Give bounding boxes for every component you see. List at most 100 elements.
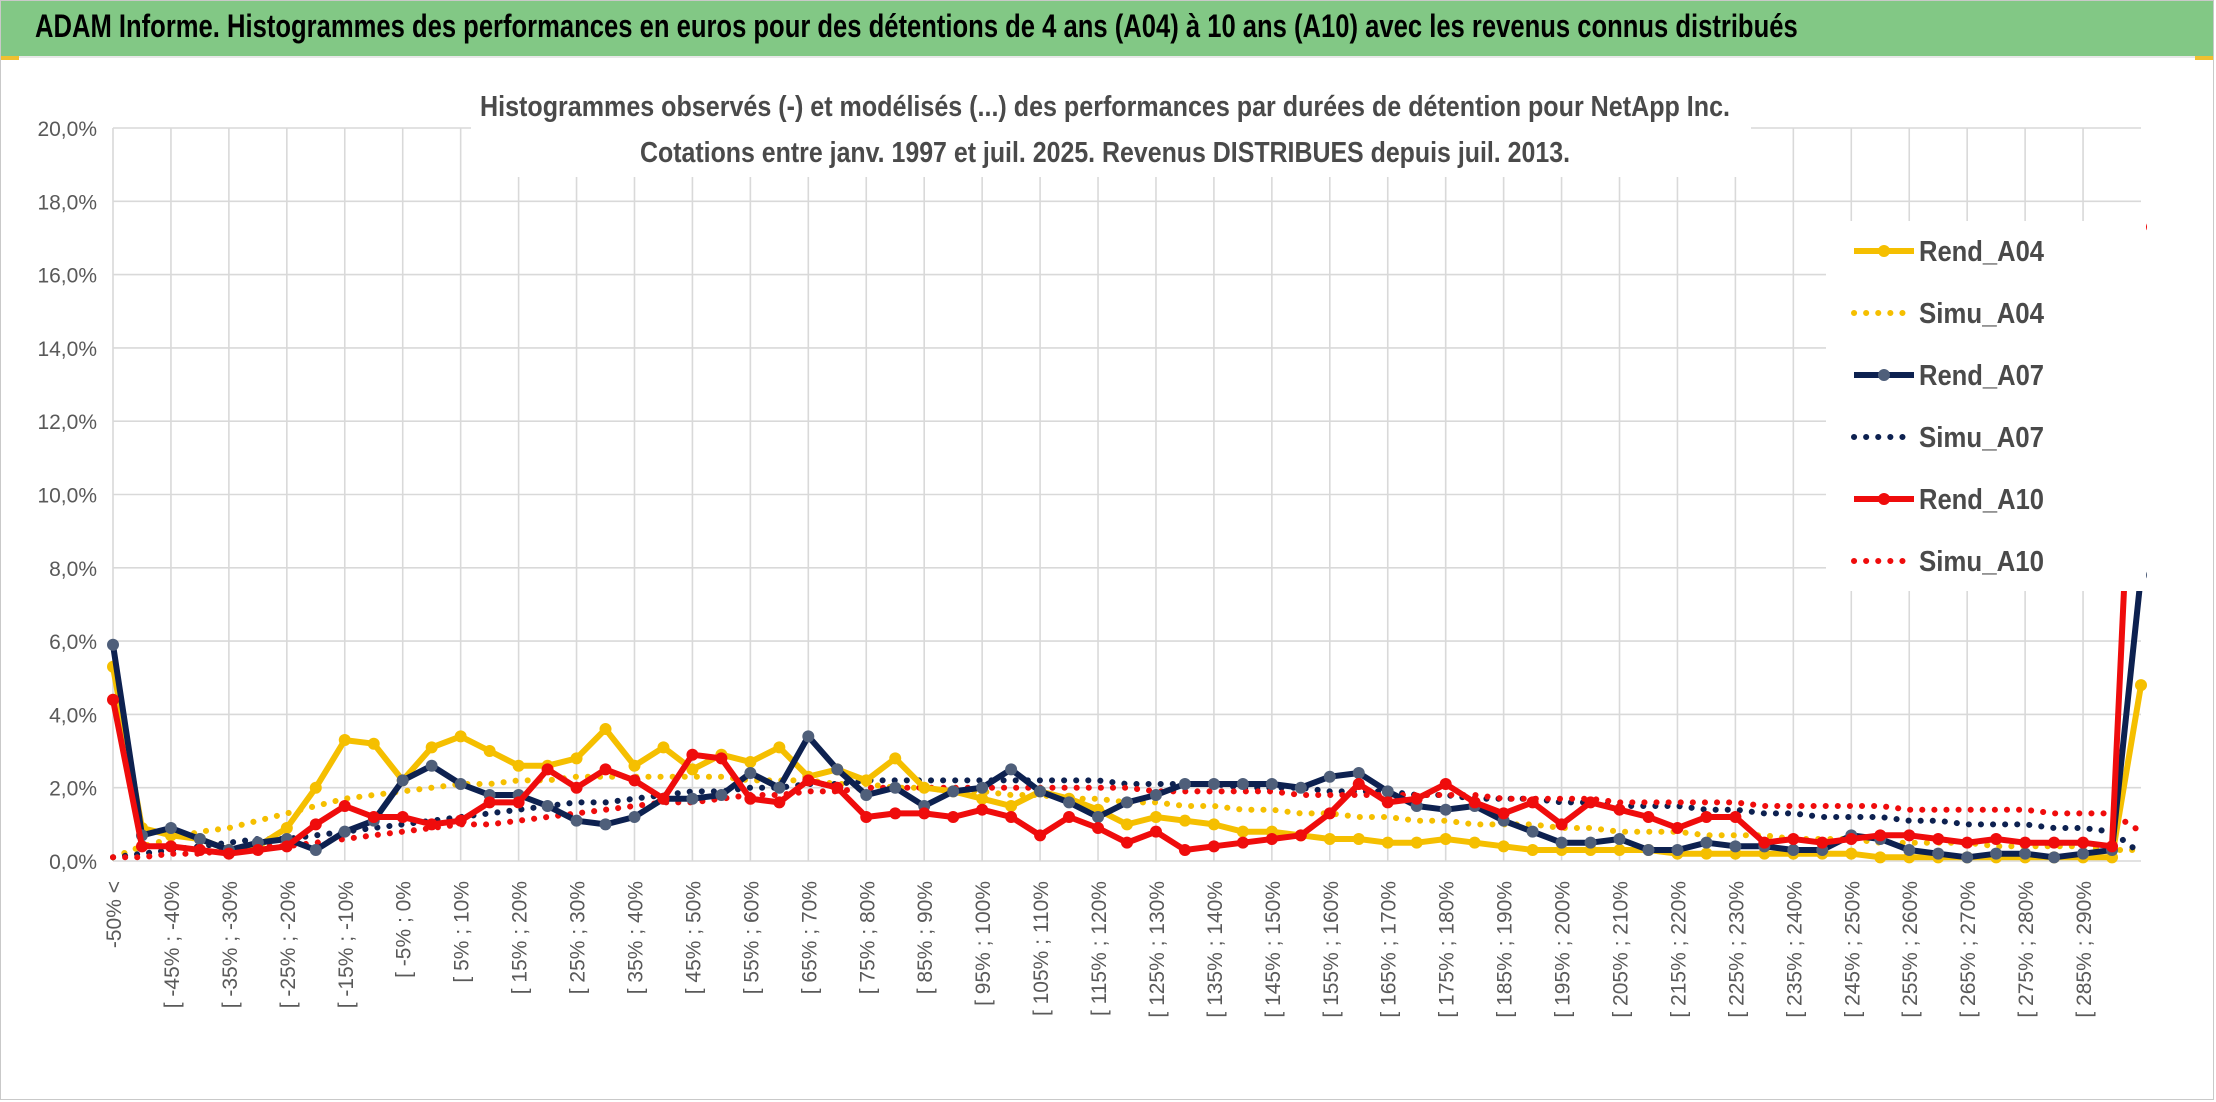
data-point [2019, 836, 2032, 849]
data-point [1092, 811, 1105, 824]
data-point [628, 759, 641, 772]
data-point [1323, 807, 1336, 820]
data-point [1729, 811, 1742, 824]
data-point [570, 752, 583, 765]
data-point [686, 763, 699, 776]
data-point [251, 844, 264, 857]
data-point [686, 748, 699, 761]
data-point [1352, 778, 1365, 791]
data-point [1700, 847, 1713, 860]
data-point [541, 763, 554, 776]
data-point [918, 807, 931, 820]
y-tick-label: 16,0% [37, 265, 97, 288]
data-point [570, 781, 583, 794]
data-point [483, 796, 496, 809]
x-tick-label: [ 185% ; 190% [1494, 881, 1517, 1018]
data-point [1555, 818, 1568, 831]
data-point [2048, 836, 2061, 849]
data-point [1178, 814, 1191, 827]
y-tick-label: 0,0% [49, 851, 97, 874]
data-point [107, 638, 119, 651]
legend-label: Rend_A04 [1919, 236, 2044, 268]
x-tick-label: [ 75% ; 80% [856, 881, 879, 994]
report-header: ADAM Informe. Histogrammes des performan… [1, 1, 2213, 58]
data-point [889, 752, 902, 765]
data-point [1352, 767, 1365, 780]
data-point [454, 778, 467, 791]
data-point [599, 723, 612, 736]
data-point [657, 792, 670, 805]
x-tick-label: [ 175% ; 180% [1436, 881, 1459, 1018]
data-point [1845, 847, 1858, 860]
data-point [280, 840, 293, 853]
chart-title: Histogrammes observés (-) et modélisés (… [480, 91, 1730, 123]
y-tick-label: 18,0% [37, 191, 97, 214]
data-point [1555, 836, 1568, 849]
data-point [1063, 796, 1076, 809]
data-point [1468, 836, 1481, 849]
data-point [1439, 803, 1452, 816]
data-point [628, 774, 641, 787]
legend-label: Simu_A10 [1919, 546, 2044, 578]
y-tick-label: 20,0% [37, 118, 97, 141]
report-title: ADAM Informe. Histogrammes des performan… [35, 8, 1798, 44]
legend-item: Rend_A04 [1854, 236, 2044, 268]
data-point [309, 844, 322, 857]
data-point [1671, 822, 1684, 835]
data-point [1816, 836, 1829, 849]
data-point [193, 844, 206, 857]
x-axis: -50% < [ -45% ; -40% [ -35% ; -30% [ -25% ;… [103, 881, 2096, 1018]
data-point [1874, 851, 1887, 864]
x-tick-label: [ 165% ; 170% [1378, 881, 1401, 1018]
x-tick-label: [ -35% ; -30% [219, 881, 242, 1008]
legend-backdrop [1826, 221, 2146, 591]
x-tick-label: [ 45% ; 50% [682, 881, 705, 994]
data-point [1787, 833, 1800, 846]
y-tick-label: 6,0% [49, 631, 97, 654]
corner-accent-right [2195, 56, 2213, 60]
data-point [1700, 836, 1713, 849]
data-point [599, 818, 612, 831]
series-line [110, 784, 2144, 861]
data-point [1236, 836, 1249, 849]
data-point [1410, 792, 1423, 805]
data-point [1294, 829, 1307, 842]
chart-title-backdrop [471, 85, 1751, 177]
data-point [773, 741, 786, 754]
data-point [2019, 847, 2032, 860]
data-point [1063, 811, 1076, 824]
legend-item: Rend_A10 [1854, 484, 2044, 516]
x-tick-label: [ 85% ; 90% [914, 881, 937, 994]
x-tick-label: [ 205% ; 210% [1610, 881, 1633, 1018]
data-point [396, 811, 409, 824]
x-tick-label: [ 275% ; 280% [2015, 881, 2038, 1018]
data-point [860, 811, 873, 824]
data-point [2135, 679, 2147, 692]
data-point [1439, 778, 1452, 791]
data-point [1207, 818, 1220, 831]
data-point [1092, 822, 1105, 835]
legend-item: Rend_A07 [1854, 360, 2044, 392]
data-point [2106, 840, 2119, 853]
data-point [512, 796, 525, 809]
data-point [1903, 829, 1916, 842]
series-layer [107, 220, 2147, 864]
y-axis: 0,0% 2,0% 4,0% 6,0% 8,0% 10,0% 12,0% 14,0% 16,0%… [37, 118, 97, 874]
data-point [1381, 836, 1394, 849]
data-point [1410, 836, 1423, 849]
data-point [309, 781, 322, 794]
data-point [425, 818, 438, 831]
data-point [715, 789, 728, 802]
x-tick-label: [ 255% ; 260% [1899, 881, 1922, 1018]
data-point [1613, 833, 1626, 846]
data-point [1265, 833, 1278, 846]
data-point [773, 781, 786, 794]
data-point [628, 811, 641, 824]
data-point [425, 741, 438, 754]
data-point [1874, 829, 1887, 842]
data-point [338, 734, 351, 747]
data-point [338, 800, 351, 813]
x-tick-label: [ 285% ; 290% [2073, 881, 2096, 1018]
